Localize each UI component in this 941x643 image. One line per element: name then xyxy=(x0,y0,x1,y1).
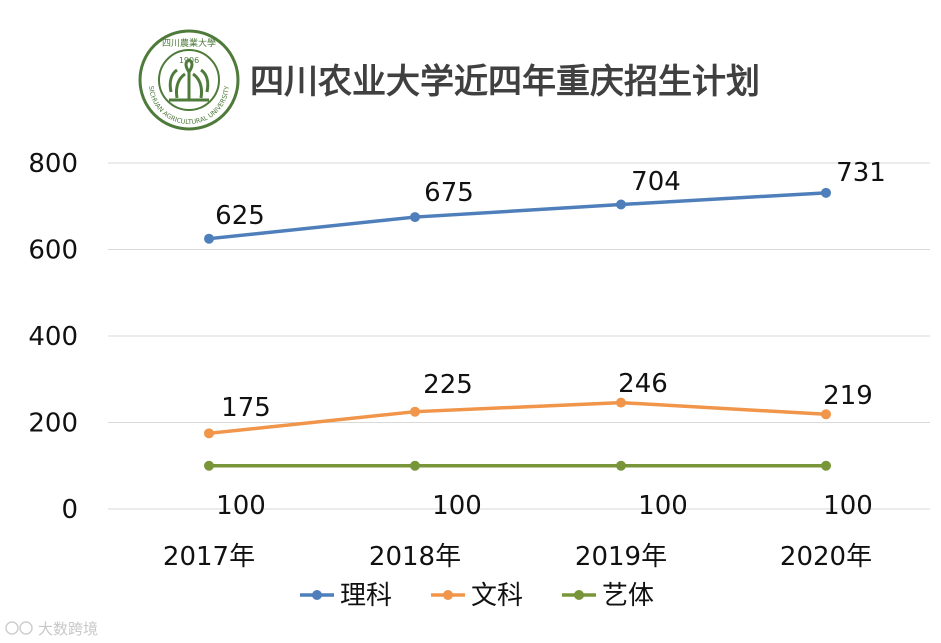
data-point xyxy=(204,233,214,244)
series-line xyxy=(208,400,827,436)
series-line xyxy=(208,191,827,241)
y-tick-label: 800 xyxy=(28,149,78,179)
logo-top-text: 四川農業大學 xyxy=(162,37,216,49)
legend-label: 理科 xyxy=(340,581,392,611)
data-label: 175 xyxy=(221,393,271,423)
data-point xyxy=(410,406,420,417)
x-axis-ticks: 2017年 2018年 2019年 2020年 xyxy=(163,542,872,572)
data-point xyxy=(410,212,420,223)
chart-title: 四川农业大学近四年重庆招生计划 xyxy=(250,62,760,102)
x-tick-label: 2017年 xyxy=(163,542,255,572)
legend-label: 文科 xyxy=(471,581,523,611)
data-label: 731 xyxy=(836,158,886,188)
legend: 理科 文科 艺体 xyxy=(300,581,654,611)
grid-lines xyxy=(108,162,930,510)
y-tick-label: 400 xyxy=(28,322,78,352)
data-point xyxy=(616,199,626,210)
watermark-logo-icon xyxy=(5,621,33,635)
watermark-text: 大数跨境 xyxy=(38,620,98,638)
data-label: 100 xyxy=(823,491,873,521)
data-label: 704 xyxy=(631,167,681,197)
data-label: 219 xyxy=(823,381,873,411)
data-label: 100 xyxy=(432,491,482,521)
legend-marker xyxy=(443,590,453,600)
legend-label: 艺体 xyxy=(602,581,654,611)
data-label: 100 xyxy=(216,491,266,521)
data-label: 675 xyxy=(424,178,474,208)
y-axis-ticks: 0 200 400 600 800 xyxy=(28,149,78,525)
x-tick-label: 2018年 xyxy=(369,542,461,572)
watermark: 大数跨境 xyxy=(5,620,98,638)
data-label: 100 xyxy=(638,491,688,521)
y-tick-label: 600 xyxy=(28,236,78,266)
university-logo: 四川農業大學 1906 SICHUAN AGRICULTURAL UNIVERS… xyxy=(138,29,240,131)
data-point xyxy=(204,460,214,471)
data-label: 246 xyxy=(618,369,668,399)
logo-emblem-icon xyxy=(168,58,210,102)
y-tick-label: 200 xyxy=(28,409,78,439)
data-point xyxy=(616,397,626,408)
data-point xyxy=(616,460,626,471)
x-tick-label: 2020年 xyxy=(780,542,872,572)
data-label: 225 xyxy=(423,370,473,400)
legend-marker xyxy=(574,590,584,600)
data-point xyxy=(821,187,831,198)
series-group xyxy=(204,187,831,471)
x-tick-label: 2019年 xyxy=(575,542,667,572)
y-tick-label: 0 xyxy=(61,495,78,525)
data-labels: 625 675 704 731 175 225 246 219 100 100 100 100 xyxy=(215,158,886,521)
data-label: 625 xyxy=(215,201,265,231)
legend-marker xyxy=(312,590,322,600)
data-point xyxy=(821,409,831,420)
data-point xyxy=(410,460,420,471)
data-point xyxy=(204,428,214,439)
data-point xyxy=(821,460,831,471)
